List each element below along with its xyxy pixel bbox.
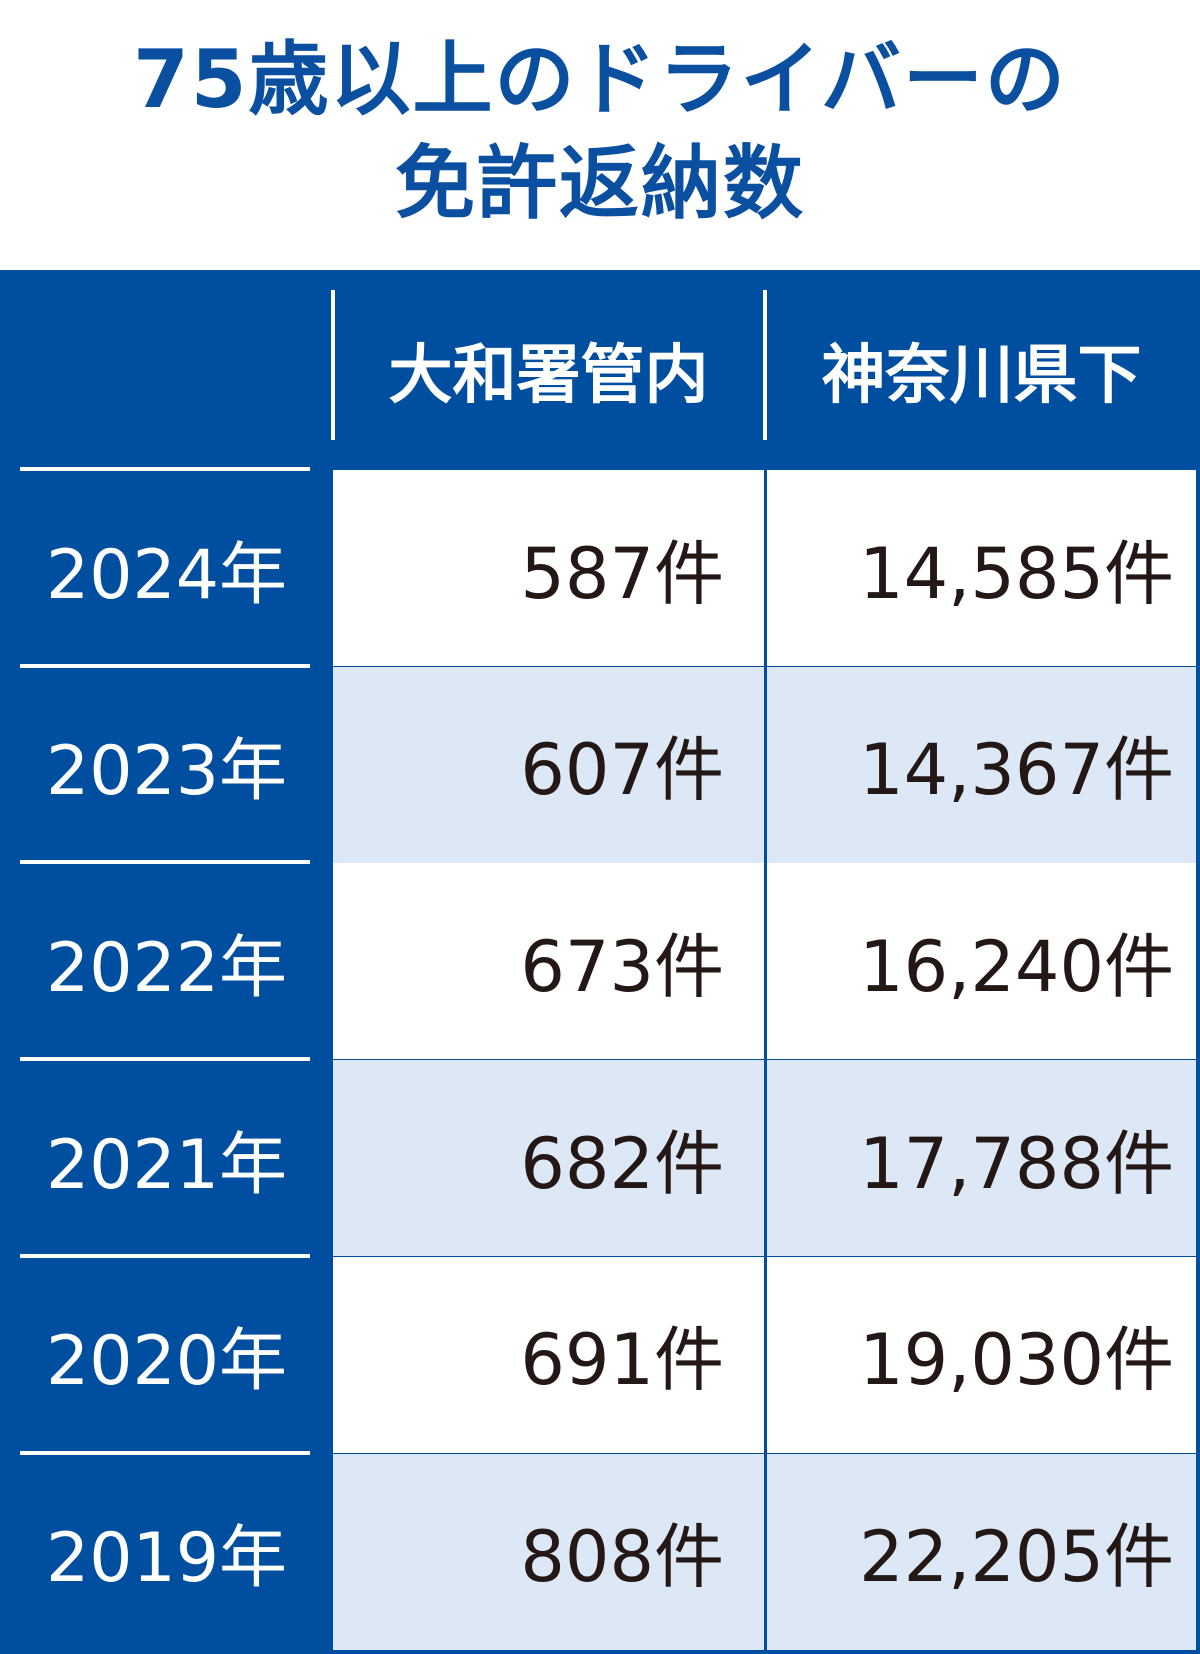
column-header-yamato: 大和署管内: [388, 339, 709, 413]
kanagawa-cell: 17,788件: [767, 1060, 1196, 1257]
kanagawa-cell: 22,205件: [767, 1453, 1196, 1650]
year-cell: 2021年: [45, 1125, 288, 1205]
title-line-2: 免許返納数: [395, 137, 805, 230]
page-title: 75歳以上のドライバーの 免許返納数: [0, 28, 1200, 236]
table-row: 2024年 587件 14,585件: [0, 467, 1200, 666]
header-divider: [331, 290, 335, 440]
column-header-kanagawa: 神奈川県下: [821, 339, 1142, 413]
year-cell: 2022年: [45, 928, 288, 1008]
table-row: 2022年 673件 16,240件: [0, 860, 1200, 1060]
kanagawa-cell: 14,367件: [767, 666, 1196, 863]
data-table: 大和署管内 神奈川県下 2024年 587件 14,585件 2023年 607件 14,…: [0, 270, 1200, 1654]
yamato-cell: 607件: [333, 666, 764, 863]
row-separator: [20, 1450, 310, 1455]
kanagawa-cell: 16,240件: [767, 863, 1196, 1060]
table-row: 2021年 682件 17,788件: [0, 1057, 1200, 1257]
header-divider: [763, 290, 767, 440]
year-cell: 2020年: [45, 1322, 288, 1402]
yamato-cell: 808件: [333, 1453, 764, 1650]
row-separator: [20, 860, 310, 865]
year-cell: 2024年: [45, 535, 288, 615]
table-row: 2023年 607件 14,367件: [0, 663, 1200, 863]
kanagawa-cell: 19,030件: [767, 1256, 1196, 1453]
year-cell: 2019年: [45, 1519, 288, 1598]
title-line-1: 75歳以上のドライバーの: [133, 33, 1067, 126]
yamato-cell: 691件: [333, 1256, 764, 1453]
year-cell: 2023年: [45, 732, 288, 812]
row-separator: [20, 663, 310, 668]
kanagawa-cell: 14,585件: [767, 470, 1196, 666]
row-separator: [20, 1253, 310, 1258]
yamato-cell: 587件: [333, 470, 764, 666]
row-separator: [20, 467, 310, 471]
table-row: 2020年 691件 19,030件: [0, 1253, 1200, 1453]
yamato-cell: 673件: [333, 863, 764, 1060]
table-row: 2019年 808件 22,205件: [0, 1450, 1200, 1650]
yamato-cell: 682件: [333, 1060, 764, 1257]
row-separator: [20, 1057, 310, 1062]
